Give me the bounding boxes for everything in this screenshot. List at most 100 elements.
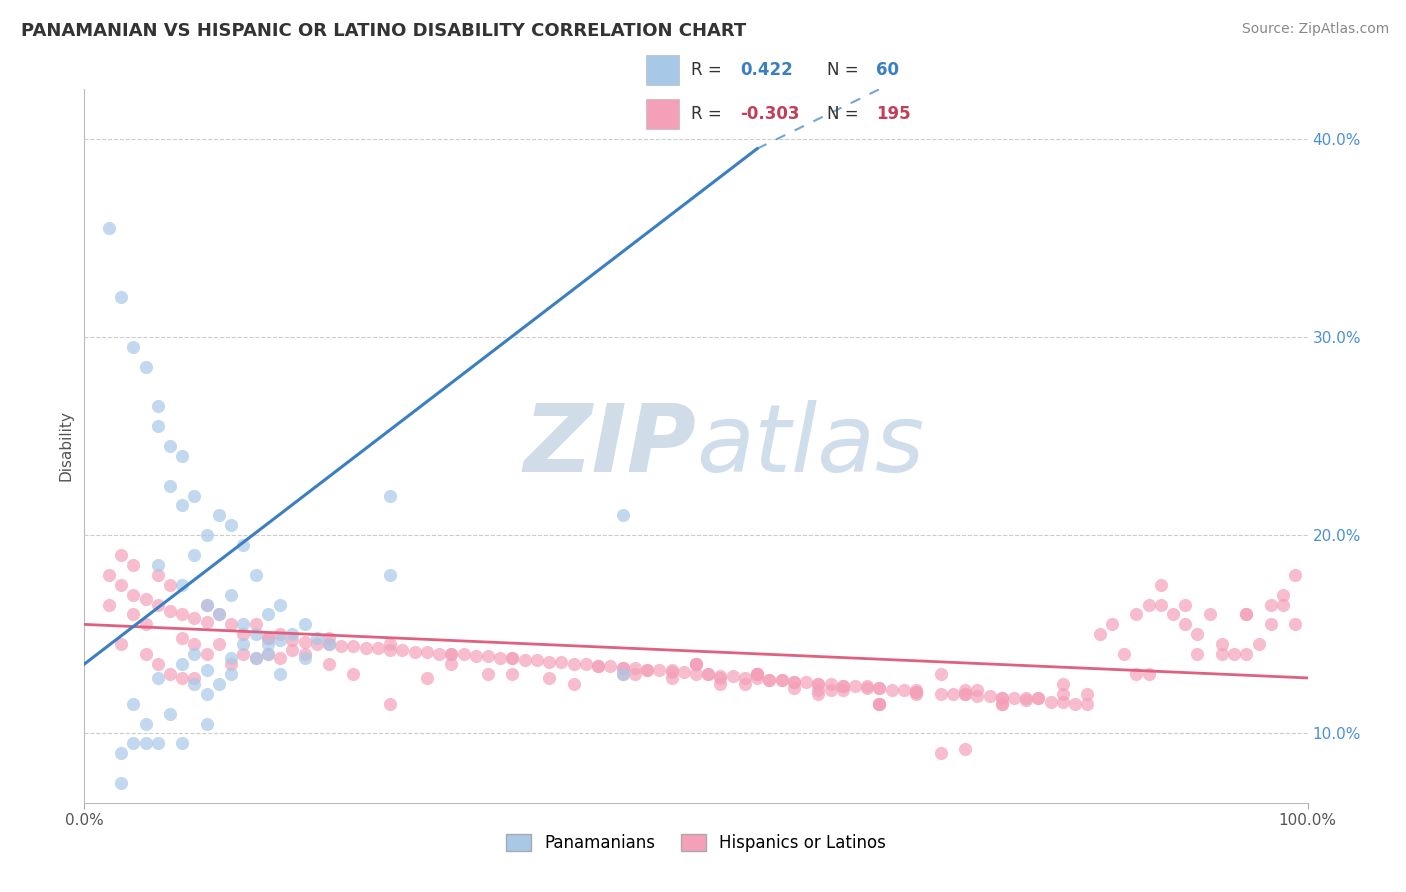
Point <box>697 667 720 681</box>
Point <box>1064 697 1087 711</box>
Point <box>489 651 512 665</box>
Point <box>1052 677 1074 691</box>
Point <box>1076 687 1098 701</box>
Point <box>294 647 316 661</box>
Point <box>709 669 731 683</box>
Point <box>342 667 364 681</box>
Point <box>146 558 169 572</box>
Point <box>269 651 291 665</box>
Point <box>440 647 463 661</box>
Point <box>783 674 806 689</box>
Point <box>1211 647 1233 661</box>
Point <box>869 697 891 711</box>
Point <box>747 667 769 681</box>
Point <box>464 649 486 664</box>
Point <box>172 449 194 463</box>
Point <box>245 627 267 641</box>
Point <box>1236 607 1258 622</box>
Point <box>183 677 205 691</box>
Point <box>502 667 524 681</box>
Point <box>172 657 194 671</box>
Point <box>1137 598 1160 612</box>
Point <box>195 663 218 677</box>
Point <box>135 617 157 632</box>
Point <box>1088 627 1111 641</box>
Text: 60: 60 <box>876 61 898 78</box>
Point <box>758 673 780 687</box>
Text: Source: ZipAtlas.com: Source: ZipAtlas.com <box>1241 22 1389 37</box>
Point <box>135 647 157 661</box>
Point <box>195 615 218 630</box>
Point <box>1284 567 1306 582</box>
Point <box>953 687 976 701</box>
Point <box>159 667 181 681</box>
Point <box>586 659 609 673</box>
Point <box>747 671 769 685</box>
Point <box>330 639 353 653</box>
Point <box>257 637 280 651</box>
Text: 195: 195 <box>876 105 911 123</box>
Point <box>942 687 965 701</box>
Point <box>159 706 181 721</box>
Point <box>380 489 402 503</box>
Point <box>1114 647 1136 661</box>
Point <box>1247 637 1270 651</box>
Point <box>612 661 634 675</box>
Point <box>758 673 780 687</box>
Point <box>146 657 169 671</box>
Point <box>538 655 561 669</box>
Point <box>122 697 145 711</box>
Point <box>232 538 254 552</box>
Point <box>856 679 879 693</box>
Point <box>991 697 1014 711</box>
Legend: Panamanians, Hispanics or Latinos: Panamanians, Hispanics or Latinos <box>499 827 893 859</box>
Point <box>146 419 169 434</box>
Point <box>257 647 280 661</box>
Y-axis label: Disability: Disability <box>58 410 73 482</box>
Point <box>380 637 402 651</box>
Point <box>172 671 194 685</box>
Point <box>1272 588 1295 602</box>
Point <box>354 641 377 656</box>
Point <box>1002 690 1025 705</box>
Point <box>783 674 806 689</box>
Point <box>110 746 132 760</box>
Point <box>1223 647 1246 661</box>
Point <box>1187 647 1209 661</box>
Point <box>232 627 254 641</box>
Point <box>195 687 218 701</box>
Point <box>1028 690 1050 705</box>
Point <box>1125 667 1147 681</box>
Text: ZIP: ZIP <box>523 400 696 492</box>
Point <box>1260 598 1282 612</box>
Point <box>232 637 254 651</box>
Point <box>159 603 181 617</box>
Point <box>807 677 830 691</box>
Point <box>380 643 402 657</box>
FancyBboxPatch shape <box>647 55 679 85</box>
Point <box>305 637 328 651</box>
Point <box>1284 617 1306 632</box>
Point <box>208 607 231 622</box>
Text: N =: N = <box>827 61 859 78</box>
Point <box>966 689 988 703</box>
Point <box>135 591 157 606</box>
Point <box>612 667 634 681</box>
Point <box>110 776 132 790</box>
Point <box>159 578 181 592</box>
Point <box>1125 607 1147 622</box>
Point <box>685 657 707 671</box>
Point <box>953 682 976 697</box>
Point <box>636 663 658 677</box>
Point <box>477 667 499 681</box>
Point <box>905 682 928 697</box>
Point <box>97 221 120 235</box>
Point <box>318 637 340 651</box>
Point <box>709 677 731 691</box>
Point <box>195 647 218 661</box>
Point <box>734 671 756 685</box>
Point <box>219 651 242 665</box>
Point <box>245 651 267 665</box>
Point <box>636 663 658 677</box>
Point <box>599 659 621 673</box>
